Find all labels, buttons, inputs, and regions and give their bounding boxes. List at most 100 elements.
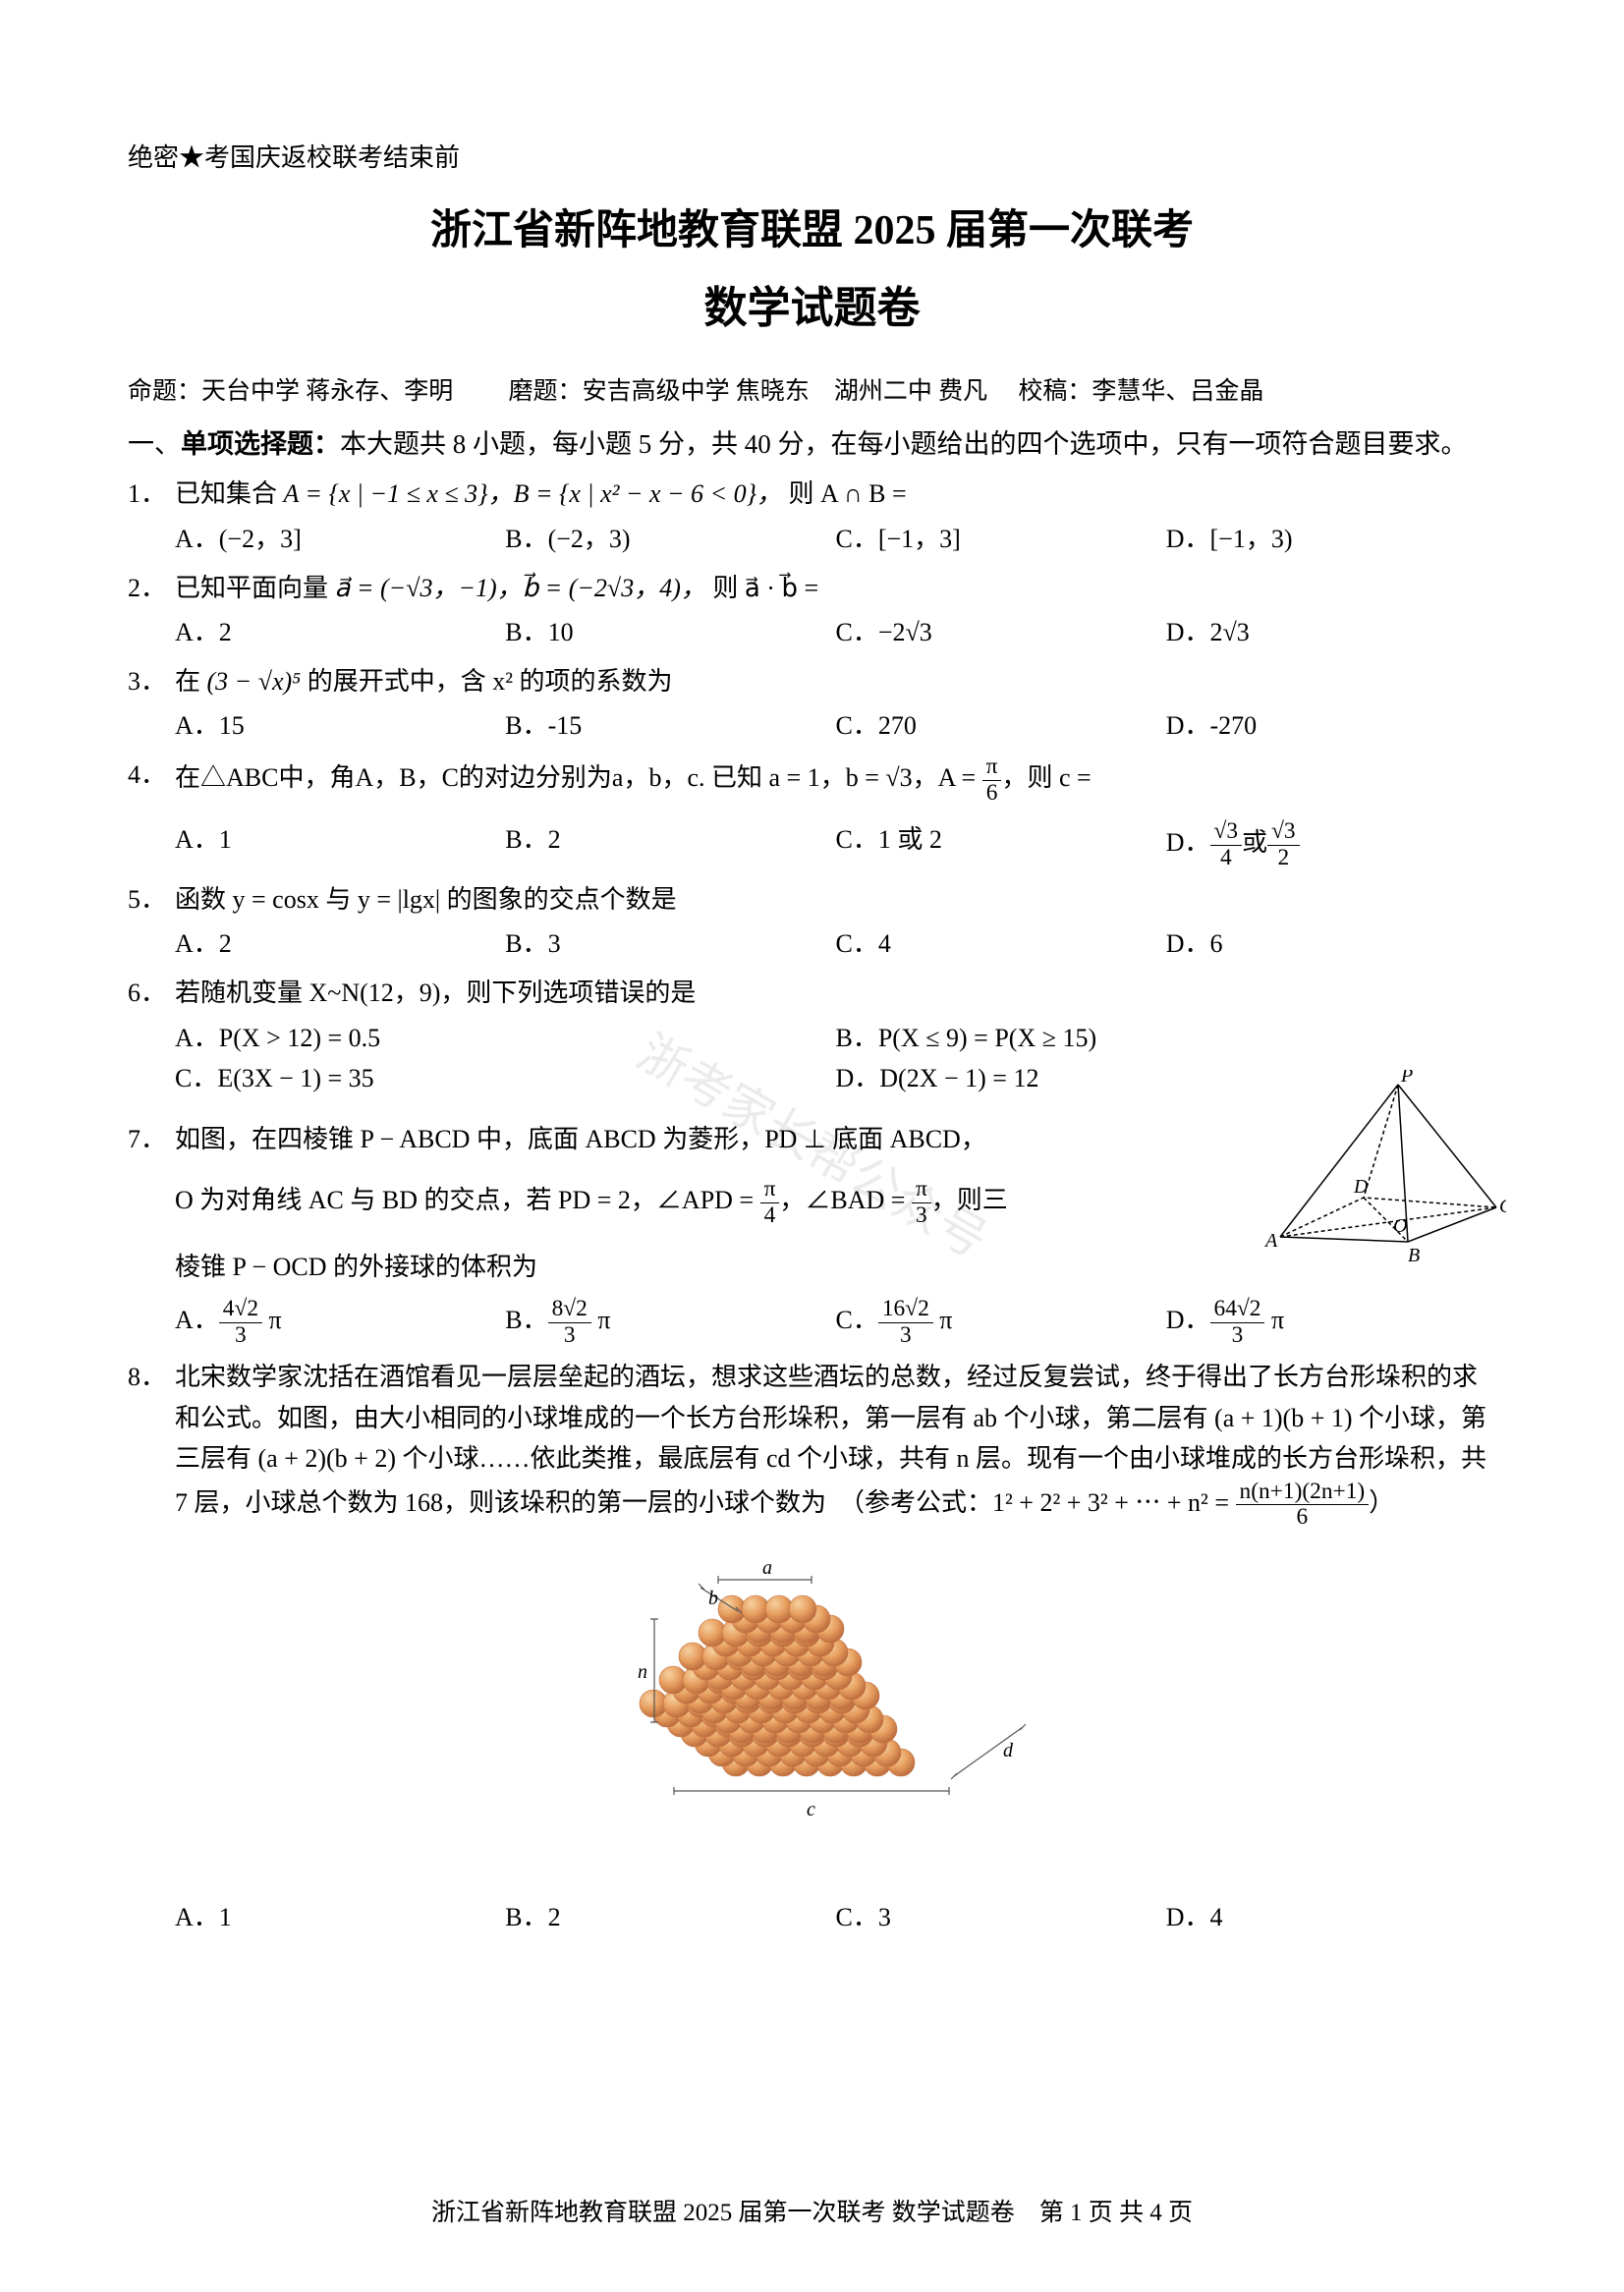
q4-opt-d-or: 或 (1242, 829, 1267, 858)
q6-opt-b: B．P(X ≤ 9) = P(X ≥ 15) (836, 1018, 1497, 1059)
q7-frac-bad: π3 (912, 1177, 931, 1228)
q7-line2-c: ，则三 (931, 1187, 1008, 1215)
q8-opt-a: A．1 (175, 1897, 505, 1938)
q7-opt-d: D．64√23 π (1166, 1297, 1496, 1348)
question-2: 2． 已知平面向量 a⃗ = (−√3，−1)，b⃗ = (−2√3，4)， 则… (128, 568, 1496, 653)
q1-options: A．(−2，3] B．(−2，3) C．[−1，3] D．[−1，3) (175, 519, 1496, 560)
q8-opt-c: C．3 (836, 1897, 1166, 1938)
q1-stem-a: 已知集合 (175, 479, 277, 508)
q7-opt-a: A．4√23 π (175, 1297, 505, 1348)
svg-text:b: b (708, 1588, 718, 1609)
q7-line1: 如图，在四棱锥 P − ABCD 中，底面 ABCD 为菱形，PD ⊥ 底面 A… (175, 1119, 1241, 1160)
svg-text:d: d (1003, 1740, 1014, 1761)
q2-stem: 已知平面向量 a⃗ = (−√3，−1)，b⃗ = (−2√3，4)， 则 a⃗… (175, 568, 1496, 609)
q4-opt-d-prefix: D． (1166, 829, 1210, 858)
q4-opt-d-frac1-num: √3 (1210, 819, 1243, 846)
q2-stem-b: a⃗ = (−√3，−1)，b⃗ = (−2√3，4)， (335, 574, 706, 602)
q1-number: 1． (128, 474, 166, 515)
q7-opt-b-den: 3 (548, 1323, 591, 1349)
q4-opt-d-frac2-den: 2 (1267, 846, 1300, 871)
q2-opt-a: A．2 (175, 612, 505, 653)
q7-opt-d-suffix: π (1271, 1307, 1284, 1335)
q1-stem-c: 则 A ∩ B = (789, 479, 907, 508)
q4-stem: 在△ABC中，角A，B，C的对边分别为a，b，c. 已知 a = 1，b = √… (175, 755, 1496, 806)
q5-opt-b: B．3 (505, 923, 835, 965)
q7-opt-a-prefix: A． (175, 1307, 219, 1335)
q2-opt-d: D．2√3 (1166, 612, 1496, 653)
q8-opt-b: B．2 (505, 1897, 835, 1938)
question-4: 4． 在△ABC中，角A，B，C的对边分别为a，b，c. 已知 a = 1，b … (128, 755, 1496, 871)
q7-line2-a: O 为对角线 AC 与 BD 的交点，若 PD = 2，∠APD = (175, 1187, 760, 1215)
q2-opt-b: B．10 (505, 612, 835, 653)
q7-label-p: P (1400, 1070, 1413, 1087)
q5-opt-d: D．6 (1166, 923, 1496, 965)
q4-stem-a: 在△ABC中，角A，B，C的对边分别为a，b，c. 已知 a = 1，b = √… (175, 763, 982, 792)
q4-frac-a: π6 (982, 755, 1002, 806)
exam-title-line1: 浙江省新阵地教育联盟 2025 届第一次联考 (128, 198, 1496, 264)
section1-header: 一、单项选择题：本大题共 8 小题，每小题 5 分，共 40 分，在每小题给出的… (128, 423, 1496, 466)
q7-opt-d-den: 3 (1210, 1323, 1265, 1349)
q7-line2: O 为对角线 AC 与 BD 的交点，若 PD = 2，∠APD = π4，∠B… (175, 1177, 1241, 1228)
q4-stem-b: ，则 c = (1001, 763, 1091, 792)
q4-opt-d-frac2-num: √3 (1267, 819, 1300, 846)
credits-moti: 安吉高级中学 焦晓东 湖州二中 费凡 (583, 378, 988, 405)
q4-opt-d-frac1: √34 (1210, 819, 1243, 870)
q7-opt-b-frac: 8√23 (548, 1297, 591, 1348)
q7-label-a: A (1263, 1230, 1278, 1252)
q4-frac-a-den: 6 (982, 781, 1002, 807)
q6-stem: 若随机变量 X~N(12，9)，则下列选项错误的是 (175, 973, 1496, 1014)
q7-label-d: D (1353, 1176, 1369, 1198)
q4-opt-d-frac2: √32 (1267, 819, 1300, 870)
q7-label-b: B (1408, 1245, 1420, 1266)
q3-opt-b: B．-15 (505, 705, 835, 747)
q4-opt-a: A．1 (175, 819, 505, 870)
q7-frac-apd-den: 4 (760, 1203, 780, 1229)
q2-opt-c: C．−2√3 (836, 612, 1166, 653)
q7-number: 7． (128, 1119, 166, 1160)
q7-frac-bad-num: π (912, 1177, 931, 1203)
q7-pyramid-figure: P A B C D O (1260, 1070, 1506, 1266)
q8-options: A．1 B．2 C．3 D．4 (175, 1897, 1496, 1938)
q5-opt-c: C．4 (836, 923, 1166, 965)
q7-opt-b-prefix: B． (505, 1307, 547, 1335)
exam-title-line2: 数学试题卷 (128, 274, 1496, 343)
q3-stem-c: 的展开式中，含 x² 的项的系数为 (308, 667, 673, 696)
q5-options: A．2 B．3 C．4 D．6 (175, 923, 1496, 965)
q7-opt-d-num: 64√2 (1210, 1297, 1265, 1323)
q5-opt-a: A．2 (175, 923, 505, 965)
q2-stem-a: 已知平面向量 (175, 574, 328, 602)
question-1: 1． 已知集合 A = {x | −1 ≤ x ≤ 3}，B = {x | x²… (128, 474, 1496, 559)
q8-pile-figure: abncd (175, 1550, 1496, 1877)
q1-opt-a: A．(−2，3] (175, 519, 505, 560)
credits-check-prefix: 校稿： (1018, 378, 1092, 405)
q1-stem-b: A = {x | −1 ≤ x ≤ 3}，B = {x | x² − x − 6… (284, 479, 782, 508)
q7-opt-b-num: 8√2 (548, 1297, 591, 1323)
svg-text:c: c (807, 1799, 815, 1820)
q7-label-o: O (1393, 1215, 1407, 1237)
q3-number: 3． (128, 661, 166, 702)
credits-check: 李慧华、吕金晶 (1092, 378, 1263, 405)
q7-frac-apd-num: π (760, 1177, 780, 1203)
credits-authors: 天台中学 蒋永存、李明 (201, 378, 453, 405)
q4-opt-b: B．2 (505, 819, 835, 870)
q1-opt-b: B．(−2，3) (505, 519, 835, 560)
q1-opt-c: C．[−1，3] (836, 519, 1166, 560)
q6-opt-a: A．P(X > 12) = 0.5 (175, 1018, 836, 1059)
q7-opt-b: B．8√23 π (505, 1297, 835, 1348)
q7-opt-b-suffix: π (597, 1307, 610, 1335)
q4-number: 4． (128, 755, 166, 796)
credits-moti-prefix: 磨题： (509, 378, 583, 405)
q1-stem: 已知集合 A = {x | −1 ≤ x ≤ 3}，B = {x | x² − … (175, 474, 1496, 515)
q7-opt-d-frac: 64√23 (1210, 1297, 1265, 1348)
question-8: 8． 北宋数学家沈括在酒馆看见一层层垒起的酒坛，想求这些酒坛的总数，经过反复尝试… (128, 1357, 1496, 1937)
q4-frac-a-num: π (982, 755, 1002, 781)
q8-formula-num: n(n+1)(2n+1) (1236, 1480, 1370, 1506)
q3-opt-a: A．15 (175, 705, 505, 747)
q2-stem-c: 则 a⃗ · b⃗ = (712, 574, 818, 602)
q7-frac-apd: π4 (760, 1177, 780, 1228)
q5-number: 5． (128, 879, 166, 921)
q4-options: A．1 B．2 C．1 或 2 D．√34或√32 (175, 819, 1496, 870)
q8-number: 8． (128, 1357, 166, 1398)
q7-opt-a-suffix: π (269, 1307, 282, 1335)
q8-formula-frac: n(n+1)(2n+1)6 (1236, 1480, 1370, 1531)
